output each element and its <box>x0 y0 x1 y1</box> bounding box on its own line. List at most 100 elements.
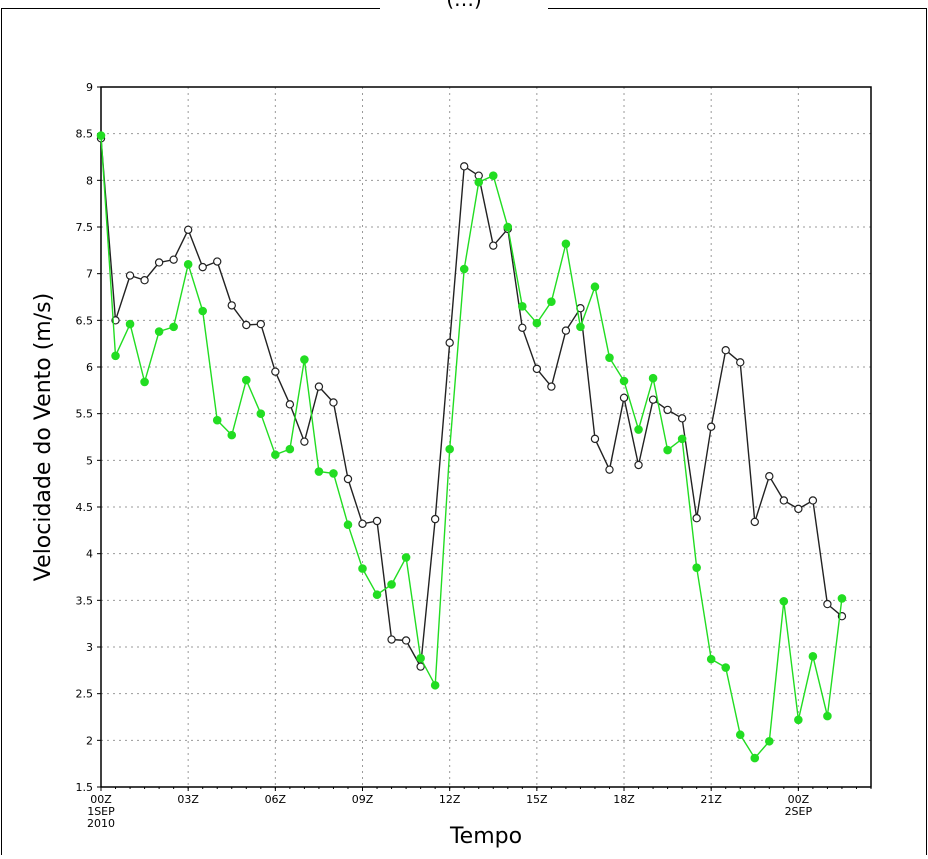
data-point <box>779 496 789 505</box>
data-point <box>634 425 643 434</box>
data-point <box>779 596 789 606</box>
y-tick-label: 7.5 <box>76 221 94 234</box>
data-point <box>242 320 251 330</box>
x-tick-label: 21Z <box>700 793 722 806</box>
data-point <box>300 355 309 364</box>
data-point <box>343 474 353 484</box>
data-point <box>634 460 643 470</box>
data-point <box>677 434 687 444</box>
data-point <box>750 753 760 763</box>
data-point <box>387 580 396 589</box>
data-point <box>590 434 600 444</box>
y-tick-label: 2.5 <box>76 688 94 701</box>
data-point <box>648 395 658 404</box>
y-tick-label: 5 <box>86 454 93 467</box>
data-point <box>823 711 832 721</box>
data-point <box>140 276 149 285</box>
data-point <box>576 322 585 332</box>
y-tick-label: 8.5 <box>76 128 94 141</box>
data-point <box>547 297 556 306</box>
data-point <box>706 422 716 431</box>
data-point <box>736 358 745 367</box>
data-point <box>111 351 120 361</box>
data-point <box>518 323 527 332</box>
x-tick-label: 15Z <box>526 793 548 806</box>
grid <box>101 87 871 787</box>
x-tick-label: 09Z <box>352 793 374 806</box>
x-tick-label: 2010 <box>87 817 115 830</box>
data-point <box>794 715 803 725</box>
data-point <box>343 520 353 530</box>
x-tick-label: 06Z <box>265 793 287 806</box>
data-point <box>256 409 266 418</box>
x-tick-label: 00Z <box>788 793 810 806</box>
data-point <box>445 338 454 347</box>
data-point <box>648 373 658 383</box>
data-point <box>169 255 178 264</box>
series <box>96 131 847 763</box>
y-tick-label: 4 <box>86 548 93 561</box>
data-point <box>154 327 164 336</box>
data-point <box>358 564 367 573</box>
data-point <box>300 437 309 446</box>
series-1 <box>96 134 847 671</box>
x-tick-label: 12Z <box>439 793 461 806</box>
series-line <box>100 138 843 668</box>
data-point <box>532 318 542 328</box>
data-point <box>430 680 440 690</box>
data-point <box>125 319 135 329</box>
x-tick-label: 03Z <box>177 793 199 806</box>
data-point <box>735 730 745 740</box>
data-point <box>169 322 178 332</box>
y-tick-label: 6 <box>86 361 93 374</box>
x-axis-title: Tempo <box>449 824 522 849</box>
y-axis-title: Velocidade do Vento (m/s) <box>31 293 56 581</box>
data-point <box>619 376 629 386</box>
data-point <box>459 264 469 274</box>
data-point <box>677 414 687 423</box>
data-point <box>285 444 295 454</box>
data-point <box>474 177 484 187</box>
data-point <box>125 271 135 280</box>
data-point <box>750 517 759 527</box>
data-point <box>460 162 469 171</box>
data-point <box>96 131 106 140</box>
data-point <box>503 222 513 232</box>
y-tick-label: 2 <box>86 734 93 747</box>
y-tick-label: 8 <box>86 174 93 187</box>
data-point <box>198 262 207 272</box>
y-tick-label: 5.5 <box>76 408 94 421</box>
data-point <box>271 450 280 460</box>
data-point <box>271 367 280 376</box>
y-axis-ticks: 1.5 2 2.5 3 3.5 4 4.5 5 5.5 6 6.5 7 7.5 8 8.5 9 <box>76 81 101 794</box>
y-tick-label: 4.5 <box>76 501 94 514</box>
data-point <box>358 519 367 529</box>
series-line <box>100 135 843 759</box>
data-point <box>154 258 164 267</box>
data-point <box>808 652 818 661</box>
data-point <box>329 469 338 478</box>
chart-title: (…) <box>446 0 482 11</box>
data-point <box>605 353 614 362</box>
data-point <box>619 393 629 402</box>
data-point <box>518 302 527 311</box>
data-point <box>663 445 672 455</box>
data-point <box>823 599 832 609</box>
data-point <box>445 444 454 454</box>
data-point <box>605 465 614 474</box>
data-point <box>416 653 425 663</box>
data-point <box>532 364 542 374</box>
data-point <box>314 382 324 391</box>
data-point <box>488 171 498 180</box>
data-point <box>285 400 295 409</box>
data-point <box>692 563 701 572</box>
data-point <box>489 241 498 250</box>
data-point <box>765 736 774 746</box>
data-point <box>590 282 600 292</box>
y-tick-label: 9 <box>86 81 93 94</box>
data-point <box>692 514 701 523</box>
x-tick-label: 18Z <box>613 793 635 806</box>
data-point <box>140 377 149 387</box>
